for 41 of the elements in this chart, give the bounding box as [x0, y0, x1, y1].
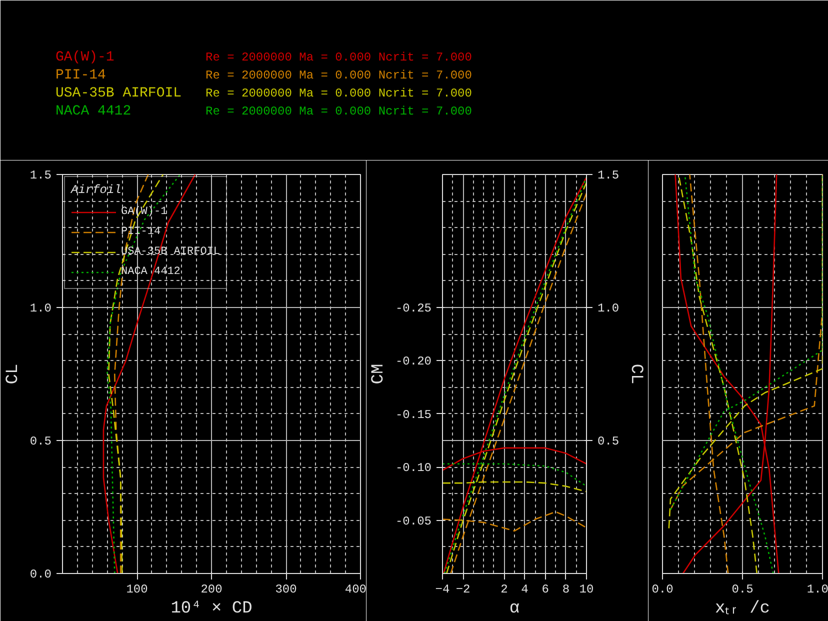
x-tick-label: 8 — [562, 582, 570, 596]
x-tick-label: 0.0 — [652, 582, 674, 596]
text: Re = 2000000 Ma = 0.000 Ncrit = 7.000 — [206, 68, 472, 82]
x-axis-title: xₜᵣ /c — [714, 600, 770, 618]
text: NACA 4412 — [56, 104, 132, 120]
x-tick-label: 6 — [542, 582, 549, 596]
x-tick-label: 100 — [126, 582, 148, 596]
x-tick-label: 2 — [500, 582, 508, 596]
x-tick-label: 200 — [200, 582, 222, 596]
text: GA(W)-1 — [56, 50, 114, 66]
x-tick-label: 400 — [344, 582, 367, 596]
y2-tick-label: -0.20 — [395, 354, 432, 369]
y2-axis-title: CM — [369, 364, 388, 384]
x-tick-label: 4 — [521, 582, 528, 596]
x-tick-label: 10 — [579, 582, 594, 596]
y2-tick-label: -0.15 — [395, 408, 432, 422]
x-tick-label: 0.5 — [732, 582, 754, 596]
y-tick-label: 0.5 — [30, 434, 52, 448]
text: Re = 2000000 Ma = 0.000 Ncrit = 7.000 — [206, 86, 472, 100]
y2-tick-label: -0.05 — [395, 514, 432, 528]
y-tick-label: 0.0 — [30, 568, 52, 582]
text: Re = 2000000 Ma = 0.000 Ncrit = 7.000 — [206, 104, 472, 118]
y2-tick-label: -0.25 — [395, 302, 432, 316]
y-tick-label: 1.0 — [30, 302, 52, 316]
x-tick-label: −2 — [456, 582, 470, 596]
x-axis-title: 10⁴ × CD — [170, 600, 252, 618]
legend-title: Airfoil — [71, 183, 122, 197]
x-axis-title: α — [509, 600, 520, 618]
text: USA-35B AIRFOIL — [56, 86, 182, 102]
x-tick-label: 300 — [275, 582, 297, 596]
text: PII-14 — [56, 68, 106, 84]
text: Re = 2000000 Ma = 0.000 Ncrit = 7.000 — [206, 50, 472, 64]
y-axis-title: CL — [4, 364, 23, 384]
x-tick-label: −4 — [435, 582, 450, 596]
y2-tick-label: -0.10 — [395, 461, 432, 476]
x-tick-label: 1.0 — [806, 582, 828, 596]
y-tick-label: 0.5 — [598, 434, 620, 448]
y-axis-title: CL — [626, 364, 646, 384]
y-tick-label: 1.5 — [30, 168, 52, 182]
y-tick-label: 1.5 — [598, 168, 620, 182]
y-tick-label: 1.0 — [598, 302, 620, 316]
